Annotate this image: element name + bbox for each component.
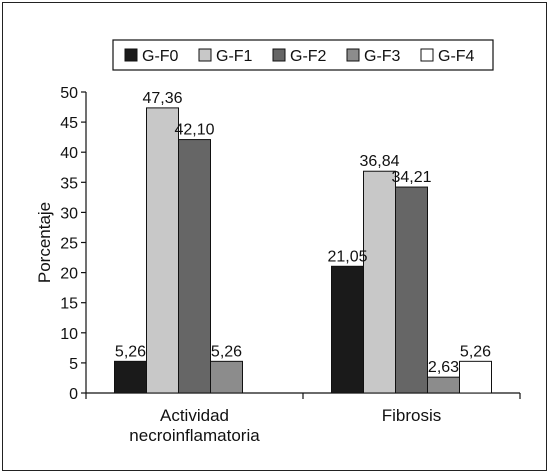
bar-g-f0: [114, 360, 147, 394]
y-tick-label: 35: [60, 175, 78, 192]
y-tick-label: 45: [60, 115, 78, 132]
bar-g-f2: [178, 139, 211, 394]
y-tick-label: 10: [60, 326, 78, 343]
y-tick-label: 25: [60, 236, 78, 253]
legend-label: G-F1: [216, 48, 253, 65]
data-label: 5,26: [115, 343, 146, 360]
bar-g-f2: [395, 186, 428, 394]
bars: [114, 107, 492, 394]
data-label: 5,26: [460, 343, 491, 360]
data-label: 21,05: [327, 248, 367, 265]
legend-label: G-F0: [142, 48, 179, 65]
data-label: 2,63: [428, 359, 459, 376]
legend-label: G-F2: [290, 48, 327, 65]
legend-swatch-g-f0: [124, 48, 138, 62]
legend-swatch-g-f2: [272, 48, 286, 62]
y-tick-label: 5: [69, 356, 78, 373]
data-label: 47,36: [142, 90, 182, 107]
legend-swatch-g-f1: [198, 48, 212, 62]
legend-label: G-F3: [364, 48, 401, 65]
data-labels: 5,2647,3642,105,2621,0536,8434,212,635,2…: [115, 90, 491, 376]
y-tick-label: 20: [60, 266, 78, 283]
axes: 0 5 10 15 20 25 30 35 40 45 50 Porcentaje Actividadn…: [35, 85, 521, 445]
legend-label: G-F4: [438, 48, 475, 65]
data-label: 5,26: [211, 343, 242, 360]
legend-swatch-g-f4: [420, 48, 434, 62]
bar-g-f3: [427, 376, 460, 394]
x-tick-label: Actividad: [160, 406, 229, 425]
bar-g-f1: [363, 170, 396, 394]
y-axis-label: Porcentaje: [35, 202, 54, 283]
chart-frame: [2, 2, 547, 471]
data-label: 34,21: [391, 169, 431, 186]
bar-g-f4: [459, 360, 492, 394]
x-tick-label: necroinflamatoria: [129, 426, 260, 445]
data-label: 42,10: [174, 122, 214, 139]
y-tick-label: 30: [60, 205, 78, 222]
x-tick-label: Fibrosis: [382, 406, 442, 425]
y-tick-label: 50: [60, 85, 78, 102]
bar-g-f1: [146, 107, 179, 394]
bar-g-f3: [210, 360, 243, 394]
y-tick-label: 40: [60, 145, 78, 162]
legend: G-F0 G-F1 G-F2 G-F3 G-F4: [112, 39, 494, 71]
data-label: 36,84: [359, 153, 399, 170]
y-tick-label: 15: [60, 296, 78, 313]
y-tick-label: 0: [69, 386, 78, 403]
bar-g-f0: [331, 265, 364, 394]
legend-swatch-g-f3: [346, 48, 360, 62]
